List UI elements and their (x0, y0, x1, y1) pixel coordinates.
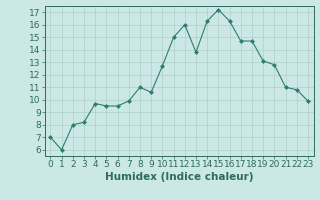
X-axis label: Humidex (Indice chaleur): Humidex (Indice chaleur) (105, 172, 253, 182)
